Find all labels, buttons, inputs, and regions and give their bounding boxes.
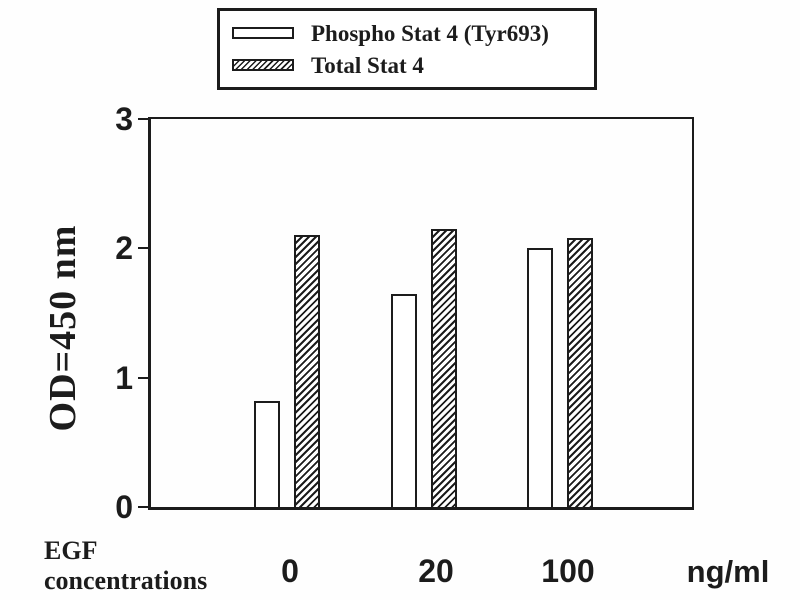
x-unit-label: ng/ml — [686, 554, 770, 589]
x-tick-label-20: 20 — [418, 553, 454, 589]
legend-label-total: Total Stat 4 — [311, 52, 424, 78]
legend-label-phospho: Phospho Stat 4 (Tyr693) — [311, 20, 549, 46]
y-tick-label-0: 0 — [115, 489, 133, 525]
x-axis-caption-line2: concentrations — [44, 566, 208, 595]
legend-item-phospho: Phospho Stat 4 (Tyr693) — [232, 21, 594, 46]
bar-phospho-egf-100 — [526, 248, 553, 507]
bar-total-egf-20 — [430, 228, 457, 507]
y-tick-label-3: 3 — [115, 101, 133, 137]
y-tick-mark-1 — [138, 376, 148, 379]
y-axis-title: OD=450 nm — [42, 224, 84, 432]
x-axis-caption: EGF concentrations — [44, 536, 207, 596]
x-axis-caption-line1: EGF — [44, 536, 98, 565]
bar-phospho-egf-0 — [254, 400, 281, 507]
bar-phospho-egf-20 — [390, 293, 417, 507]
bar-total-egf-0 — [294, 235, 321, 507]
y-tick-mark-3 — [138, 118, 148, 120]
plot-area — [138, 117, 694, 510]
legend-item-total: Total Stat 4 — [232, 53, 594, 78]
y-tick-mark-2 — [138, 247, 148, 250]
bar-total-egf-100 — [566, 238, 593, 507]
y-tick-mark-0 — [138, 506, 148, 508]
x-tick-label-0: 0 — [281, 553, 299, 589]
hatched-bar-swatch — [232, 59, 294, 71]
y-tick-label-2: 2 — [115, 230, 133, 267]
y-tick-label-1: 1 — [115, 359, 133, 396]
open-bar-swatch — [232, 27, 294, 39]
x-tick-label-100: 100 — [541, 553, 595, 589]
legend-box: Phospho Stat 4 (Tyr693) Total Stat 4 — [217, 8, 597, 90]
